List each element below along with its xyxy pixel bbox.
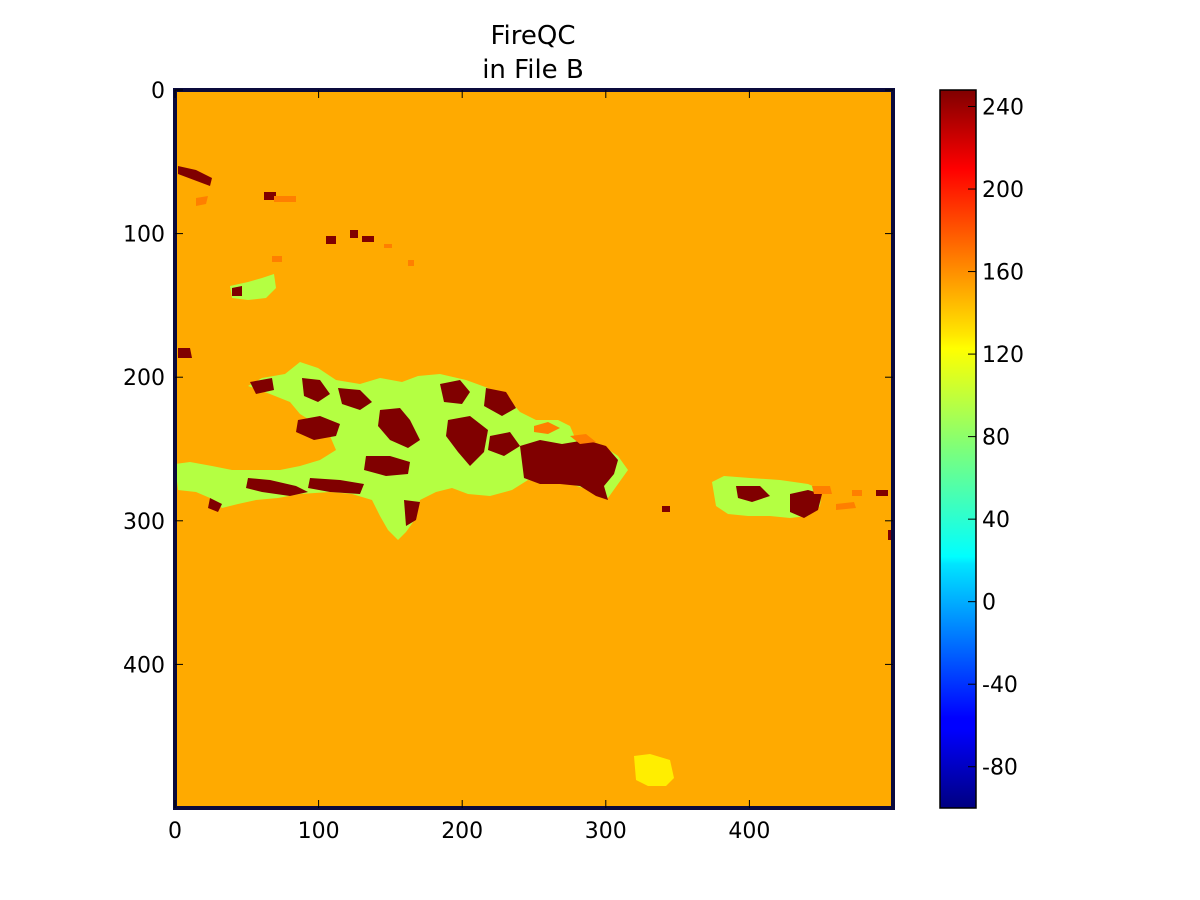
chart-title: FireQC — [490, 21, 575, 51]
colorbar-tick-label: 240 — [982, 96, 1024, 121]
colorbar-tick-label: -80 — [982, 756, 1018, 781]
y-tick-label: 400 — [123, 653, 165, 678]
y-tick-label: 300 — [123, 510, 165, 535]
x-tick-label: 0 — [168, 819, 182, 844]
coastal-fringe — [196, 196, 862, 510]
heatmap-image — [175, 90, 893, 808]
chart-subtitle: in File B — [482, 55, 584, 85]
y-tick-label: 200 — [123, 366, 165, 391]
y-axis: 0 100 200 300 400 — [123, 79, 893, 678]
colorbar — [939, 89, 977, 809]
x-tick-label: 100 — [298, 819, 340, 844]
colorbar-tick-label: 80 — [982, 426, 1010, 451]
colorbar-axis: -80 -40 0 40 80 120 160 200 240 — [968, 96, 1024, 781]
x-tick-label: 300 — [585, 819, 627, 844]
x-tick-label: 200 — [441, 819, 483, 844]
colorbar-tick-label: 200 — [982, 178, 1024, 203]
x-tick-label: 400 — [728, 819, 770, 844]
colorbar-tick-label: 0 — [982, 591, 996, 616]
colorbar-tick-label: 120 — [982, 343, 1024, 368]
colorbar-tick-label: 40 — [982, 508, 1010, 533]
plot-frame — [173, 88, 895, 810]
colorbar-tick-label: -40 — [982, 673, 1018, 698]
high-value-patches — [178, 166, 893, 540]
x-axis: 0 100 200 300 400 — [168, 90, 770, 844]
southern-patch — [634, 754, 674, 786]
colorbar-tick-label: 160 — [982, 261, 1024, 286]
y-tick-label: 100 — [123, 223, 165, 248]
y-tick-label: 0 — [151, 79, 165, 104]
